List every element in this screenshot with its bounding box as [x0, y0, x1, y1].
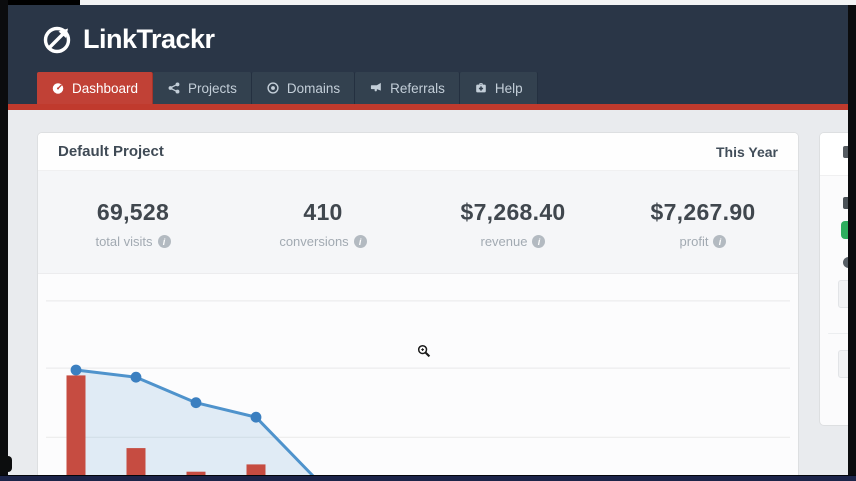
stat-value: 410 [303, 199, 343, 225]
capture-top-strip [80, 0, 856, 5]
clipped-button[interactable] [838, 350, 848, 378]
app-logo-text: LinkTrackr [83, 23, 215, 54]
stat-revenue: $7,268.40 revenue [418, 171, 608, 273]
project-title: Default Project [58, 143, 164, 160]
tab-label: Projects [188, 80, 237, 96]
dashboard-gauge-icon [52, 83, 64, 94]
stat-label: total visits [95, 234, 153, 249]
project-panel: Default Project This Year 69,528 total v… [38, 133, 798, 481]
zoom-cursor-icon [417, 344, 432, 364]
nav-accent-strip [8, 104, 848, 110]
tab-label: Domains [286, 80, 341, 96]
stat-value: $7,267.90 [650, 199, 756, 225]
info-icon[interactable] [353, 235, 367, 248]
tab-label: Help [494, 80, 523, 96]
linktrackr-logo-icon [43, 26, 71, 54]
app-logo[interactable]: LinkTrackr [38, 20, 215, 58]
megaphone-icon [371, 82, 381, 92]
status-badge [841, 221, 848, 239]
secondary-project-card[interactable] [820, 133, 848, 425]
info-icon[interactable] [532, 235, 546, 248]
stat-profit: $7,267.90 profit [608, 171, 798, 273]
tab-projects[interactable]: Projects [153, 72, 252, 104]
info-icon [843, 257, 848, 268]
stats-row: 69,528 total visits 410 conversions $7,2… [38, 171, 798, 274]
capture-artifact [0, 456, 12, 472]
tab-help[interactable]: Help [459, 72, 538, 104]
tab-referrals[interactable]: Referrals [355, 72, 460, 104]
traffic-chart[interactable] [38, 274, 798, 481]
stat-value: 69,528 [96, 199, 170, 225]
main-nav: Dashboard Projects Domains [37, 72, 538, 104]
share-nodes-icon [168, 82, 180, 94]
clipped-text-fragment [843, 146, 848, 158]
first-aid-icon [476, 83, 486, 93]
stat-label: profit [679, 234, 709, 249]
stat-conversions: 410 conversions [228, 171, 418, 273]
app-header: LinkTrackr Dashboard Project [8, 5, 848, 104]
period-label[interactable]: This Year [715, 143, 778, 160]
traffic-chart-svg [46, 300, 790, 481]
stat-total-visits: 69,528 total visits [38, 171, 228, 273]
tab-label: Referrals [390, 80, 445, 96]
window-bottom-bar [0, 475, 856, 481]
stat-label: revenue [480, 234, 528, 249]
stat-label: conversions [279, 234, 349, 249]
letterbox-right [848, 0, 856, 480]
stat-value: $7,268.40 [460, 199, 566, 225]
info-icon[interactable] [157, 235, 171, 248]
tab-domains[interactable]: Domains [251, 72, 356, 104]
tab-dashboard[interactable]: Dashboard [37, 72, 154, 104]
project-panel-header: Default Project This Year [38, 133, 798, 171]
divider [828, 333, 848, 334]
info-icon[interactable] [713, 235, 727, 248]
page-background: Default Project This Year 69,528 total v… [8, 110, 848, 481]
globe-target-icon [267, 82, 279, 94]
letterbox-left [0, 0, 8, 480]
clipped-button[interactable] [838, 280, 848, 308]
tab-label: Dashboard [72, 80, 139, 96]
clipped-stat-fragment [843, 197, 848, 209]
